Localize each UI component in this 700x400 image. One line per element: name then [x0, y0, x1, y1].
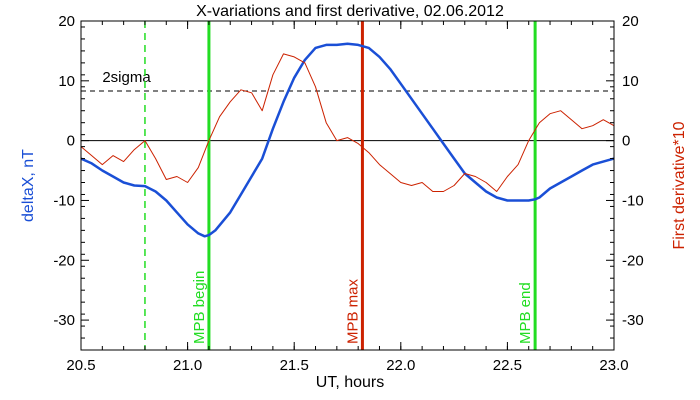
- series-line-1: [80, 42, 615, 238]
- x-tick-label: 21.5: [280, 357, 309, 374]
- marker-label-2: MPB begin: [191, 271, 208, 344]
- y-axis-left-title: deltaX, nT: [20, 149, 37, 222]
- plot-frame: [80, 20, 615, 351]
- x-tick-label: 20.5: [66, 357, 95, 374]
- y-tick-label-left: -30: [53, 312, 75, 329]
- chart-title: X-variations and first derivative, 02.06…: [196, 3, 504, 20]
- x-tick-label: 22.0: [386, 357, 415, 374]
- marker-label-4: MPB end: [517, 282, 534, 344]
- y-tick-label-right: -30: [622, 312, 644, 329]
- marker-label-3: MPB max: [344, 278, 361, 344]
- x-tick-label: 22.5: [493, 357, 522, 374]
- y-tick-label-left: -10: [53, 192, 75, 209]
- y-tick-label-left: 20: [58, 13, 75, 30]
- x-axis-title: UT, hours: [316, 374, 384, 391]
- threshold-label: 2sigma: [102, 69, 151, 86]
- y-tick-label-left: -20: [53, 252, 75, 269]
- plot-area: 2sigma MPB begin MPB max MPB end 20.5 21.0 21.…: [53, 13, 643, 374]
- y-tick-label-right: -10: [622, 192, 644, 209]
- y-tick-label-left: 0: [67, 133, 75, 150]
- y-tick-label-right: 10: [622, 73, 639, 90]
- y-tick-label-right: -20: [622, 252, 644, 269]
- x-tick-label: 21.0: [173, 357, 202, 374]
- x-tick-label: 23.0: [599, 357, 628, 374]
- y-axis-right-title: First derivative*10: [671, 121, 688, 249]
- y-tick-label-right: 0: [622, 133, 630, 150]
- y-tick-label-right: 20: [622, 13, 639, 30]
- y-tick-label-left: 10: [58, 73, 75, 90]
- series-line-2: [80, 53, 615, 192]
